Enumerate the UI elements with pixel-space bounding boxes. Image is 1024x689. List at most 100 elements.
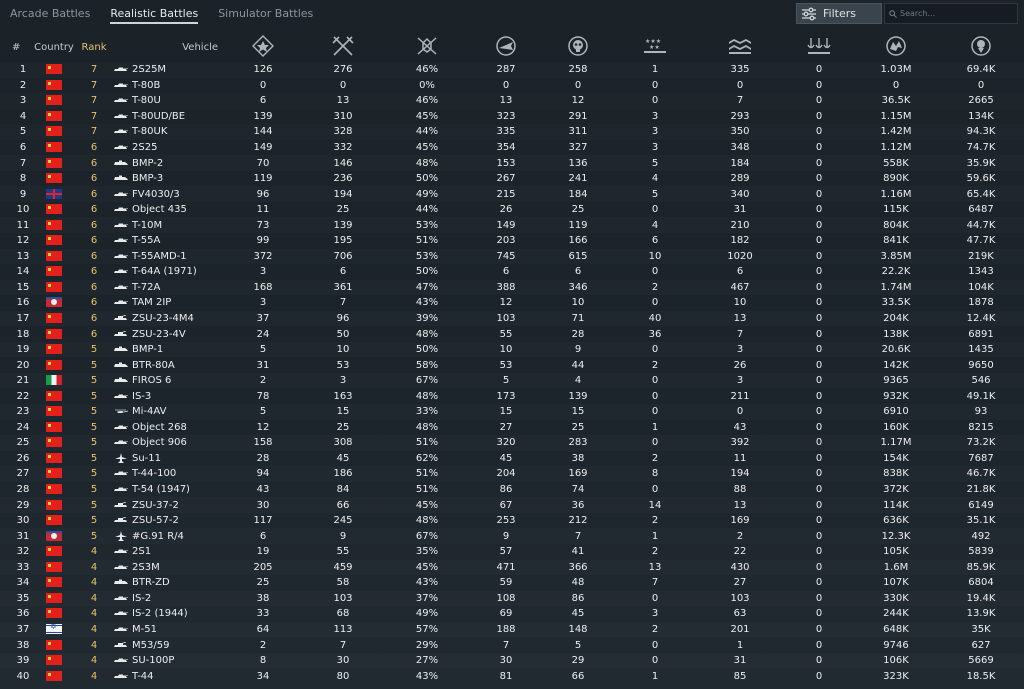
table-row[interactable]: 38 4 M53/59 2 7 29% 7 5 0 1 0 9746 627: [0, 637, 1024, 653]
col-rank[interactable]: Rank: [81, 41, 107, 53]
tab-simulator-battles[interactable]: Simulator Battles: [218, 7, 314, 20]
vehicle-cell[interactable]: ZSU-23-4V: [114, 326, 224, 342]
table-row[interactable]: 24 5 Object 268 12 25 48% 27 25 1 43 0 160K 8215: [0, 420, 1024, 436]
table-row[interactable]: 37 4 M-51 64 113 57% 188 148 2 201 0 648K 35K: [0, 622, 1024, 638]
table-row[interactable]: 8 6 BMP-3 119 236 50% 267 241 4 289 0 890K 59.6K: [0, 171, 1024, 187]
col-silver[interactable]: [854, 32, 938, 62]
vehicle-cell[interactable]: 2S1: [114, 544, 224, 560]
vehicle-cell[interactable]: TAM 2IP: [114, 295, 224, 311]
col-win-rate[interactable]: [384, 32, 470, 62]
table-row[interactable]: 18 6 ZSU-23-4V 24 50 48% 55 28 36 7 0 138K 6891: [0, 326, 1024, 342]
col-vehicle[interactable]: Vehicle: [182, 41, 218, 53]
vehicle-cell[interactable]: 2S25M: [114, 62, 224, 78]
table-row[interactable]: 32 4 2S1 19 55 35% 57 41 2 22 0 105K 5839: [0, 544, 1024, 560]
table-row[interactable]: 15 6 T-72A 168 361 47% 388 346 2 467 0 1.74M 104K: [0, 280, 1024, 296]
vehicle-cell[interactable]: Su-11: [114, 451, 224, 467]
table-row[interactable]: 21 5 FIROS 6 2 3 67% 5 4 0 3 0 9365 546: [0, 373, 1024, 389]
table-row[interactable]: 26 5 Su-11 28 45 62% 45 38 2 11 0 154K 7687: [0, 451, 1024, 467]
vehicle-cell[interactable]: IS-2: [114, 591, 224, 607]
vehicle-cell[interactable]: BMP-2: [114, 155, 224, 171]
col-index[interactable]: #: [12, 41, 21, 53]
vehicle-cell[interactable]: Mi-4AV: [114, 404, 224, 420]
table-row[interactable]: 6 6 2S25 149 332 45% 354 327 3 348 0 1.12M 74.7K: [0, 140, 1024, 156]
vehicle-cell[interactable]: IS-3: [114, 388, 224, 404]
col-country[interactable]: Country: [34, 41, 74, 53]
table-row[interactable]: 7 6 BMP-2 70 146 48% 153 136 5 184 0 558K 35.9K: [0, 155, 1024, 171]
table-row[interactable]: 12 6 T-55A 99 195 51% 203 166 6 182 0 841K 47.7K: [0, 233, 1024, 249]
table-row[interactable]: 27 5 T-44-100 94 186 51% 204 169 8 194 0 838K 46.7K: [0, 466, 1024, 482]
table-row[interactable]: 1 7 2S25M 126 276 46% 287 258 1 335 0 1.03M 69.4K: [0, 62, 1024, 78]
table-row[interactable]: 25 5 Object 906 158 308 51% 320 283 0 392 0 1.17M 73…: [0, 435, 1024, 451]
vehicle-cell[interactable]: T-10M: [114, 217, 224, 233]
tab-arcade-battles[interactable]: Arcade Battles: [10, 7, 91, 20]
vehicle-cell[interactable]: BMP-3: [114, 171, 224, 187]
table-row[interactable]: 13 6 T-55AMD-1 372 706 53% 745 615 10 1020 0 3.85M 2…: [0, 249, 1024, 265]
vehicle-cell[interactable]: M-51: [114, 622, 224, 638]
vehicle-cell[interactable]: T-55AMD-1: [114, 249, 224, 265]
col-kills[interactable]: [302, 32, 384, 62]
filters-button[interactable]: Filters: [796, 3, 882, 24]
vehicle-cell[interactable]: T-80B: [114, 78, 224, 94]
vehicle-cell[interactable]: 2S25: [114, 140, 224, 156]
table-row[interactable]: 5 7 T-80UK 144 328 44% 335 311 3 350 0 1.42M 94.3K: [0, 124, 1024, 140]
vehicle-cell[interactable]: SU-100P: [114, 653, 224, 669]
vehicle-cell[interactable]: Object 906: [114, 435, 224, 451]
table-row[interactable]: 29 5 ZSU-37-2 30 66 45% 67 36 14 13 0 114K 6149: [0, 497, 1024, 513]
table-row[interactable]: 40 4 T-44 34 80 43% 81 66 1 85 0 323K 18.5K: [0, 668, 1024, 684]
vehicle-cell[interactable]: Object 435: [114, 202, 224, 218]
vehicle-cell[interactable]: #G.91 R/4: [114, 528, 224, 544]
table-row[interactable]: 11 6 T-10M 73 139 53% 149 119 4 210 0 804K 44.7K: [0, 217, 1024, 233]
table-row[interactable]: 10 6 Object 435 11 25 44% 26 25 0 31 0 115K 6487: [0, 202, 1024, 218]
vehicle-cell[interactable]: T-80UD/BE: [114, 109, 224, 125]
vehicle-cell[interactable]: BTR-80A: [114, 357, 224, 373]
col-battles[interactable]: [224, 32, 302, 62]
vehicle-cell[interactable]: T-55A: [114, 233, 224, 249]
vehicle-cell[interactable]: ZSU-23-4M4: [114, 311, 224, 327]
col-assists[interactable]: [696, 32, 784, 62]
col-deaths[interactable]: [542, 32, 614, 62]
table-row[interactable]: 23 5 Mi-4AV 5 15 33% 15 15 0 0 0 6910 93: [0, 404, 1024, 420]
tab-realistic-battles[interactable]: Realistic Battles: [100, 0, 208, 28]
vehicle-cell[interactable]: BTR-ZD: [114, 575, 224, 591]
vehicle-cell[interactable]: T-72A: [114, 280, 224, 296]
table-row[interactable]: 16 6 TAM 2IP 3 7 43% 12 10 0 10 0 33.5K 1878: [0, 295, 1024, 311]
vehicle-cell[interactable]: IS-2 (1944): [114, 606, 224, 622]
vehicle-cell[interactable]: BMP-1: [114, 342, 224, 358]
search-input[interactable]: [900, 9, 1010, 18]
table-row[interactable]: 28 5 T-54 (1947) 43 84 51% 86 74 0 88 0 372K 21.8K: [0, 482, 1024, 498]
table-row[interactable]: 36 4 IS-2 (1944) 33 68 49% 69 45 3 63 0 244K 13.9K: [0, 606, 1024, 622]
table-row[interactable]: 9 6 FV4030/3 96 194 49% 215 184 5 340 0 1.16M 65.4K: [0, 186, 1024, 202]
vehicle-cell[interactable]: T-80UK: [114, 124, 224, 140]
table-row[interactable]: 30 5 ZSU-57-2 117 245 48% 253 212 2 169 0 636K 35.1K: [0, 513, 1024, 529]
col-air-kills[interactable]: ★★★ ★★: [614, 32, 696, 62]
table-row[interactable]: 17 6 ZSU-23-4M4 37 96 39% 103 71 40 13 0 204K 12.4K: [0, 311, 1024, 327]
table-row[interactable]: 20 5 BTR-80A 31 53 58% 53 44 2 26 0 142K 9650: [0, 357, 1024, 373]
table-row[interactable]: 33 4 2S3M 205 459 45% 471 366 13 430 0 1.6M 85.9K: [0, 560, 1024, 576]
table-row[interactable]: 4 7 T-80UD/BE 139 310 45% 323 291 3 293 0 1.15M 134K: [0, 109, 1024, 125]
vehicle-cell[interactable]: M53/59: [114, 637, 224, 653]
vehicle-cell[interactable]: T-54 (1947): [114, 482, 224, 498]
vehicle-cell[interactable]: FV4030/3: [114, 186, 224, 202]
vehicle-cell[interactable]: Object 268: [114, 420, 224, 436]
table-row[interactable]: 31 5 #G.91 R/4 6 9 67% 9 7 1 2 0 12.3K 492: [0, 528, 1024, 544]
table-row[interactable]: 3 7 T-80U 6 13 46% 13 12 0 7 0 36.5K 2665: [0, 93, 1024, 109]
table-row[interactable]: 2 7 T-80B 0 0 0% 0 0 0 0 0 0 0: [0, 78, 1024, 94]
vehicle-cell[interactable]: T-44: [114, 668, 224, 684]
col-naval-kills[interactable]: [784, 32, 854, 62]
table-row[interactable]: 39 4 SU-100P 8 30 27% 30 29 0 31 0 106K 5669: [0, 653, 1024, 669]
table-row[interactable]: 35 4 IS-2 38 103 37% 108 86 0 103 0 330K 19.4K: [0, 591, 1024, 607]
table-row[interactable]: 19 5 BMP-1 5 10 50% 10 9 0 3 0 20.6K 1435: [0, 342, 1024, 358]
vehicle-cell[interactable]: FIROS 6: [114, 373, 224, 389]
table-row[interactable]: 34 4 BTR-ZD 25 58 43% 59 48 7 27 0 107K 6804: [0, 575, 1024, 591]
table-row[interactable]: 22 5 IS-3 78 163 48% 173 139 0 211 0 932K 49.1K: [0, 388, 1024, 404]
vehicle-cell[interactable]: T-80U: [114, 93, 224, 109]
col-ground-kills[interactable]: [470, 32, 542, 62]
table-row[interactable]: 14 6 T-64A (1971) 3 6 50% 6 6 0 6 0 22.2K 1343: [0, 264, 1024, 280]
vehicle-cell[interactable]: 2S3M: [114, 560, 224, 576]
search-box[interactable]: [884, 3, 1018, 24]
col-research[interactable]: [938, 32, 1024, 62]
vehicle-cell[interactable]: ZSU-57-2: [114, 513, 224, 529]
vehicle-cell[interactable]: T-44-100: [114, 466, 224, 482]
vehicle-cell[interactable]: T-64A (1971): [114, 264, 224, 280]
vehicle-cell[interactable]: ZSU-37-2: [114, 497, 224, 513]
